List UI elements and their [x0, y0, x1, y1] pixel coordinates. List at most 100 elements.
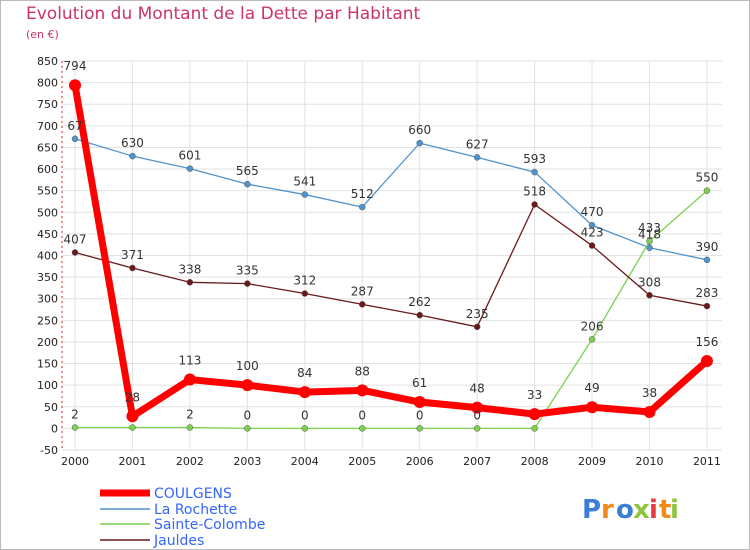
data-point — [473, 154, 481, 161]
logo-letter: x — [633, 495, 650, 525]
data-label: 470 — [581, 205, 604, 219]
data-label: 512 — [351, 187, 374, 201]
logo-letter: r — [601, 495, 614, 525]
x-tick-label: 2008 — [521, 455, 549, 468]
data-label: 0 — [244, 408, 252, 422]
series-line-sainte-colombe — [74, 190, 708, 430]
x-tick-label: 2002 — [176, 455, 204, 468]
data-label: 407 — [64, 232, 87, 246]
y-tick-label: 800 — [37, 77, 58, 90]
data-label: 287 — [351, 284, 374, 298]
x-tick-label: 2011 — [693, 455, 721, 468]
data-point — [473, 425, 481, 432]
data-label: 0 — [416, 408, 424, 422]
data-point — [703, 302, 711, 310]
data-point — [531, 425, 538, 432]
x-tick-label: 2006 — [406, 455, 434, 468]
data-point — [413, 396, 426, 409]
data-point — [126, 410, 139, 423]
grid — [62, 60, 722, 451]
y-tick-label: 750 — [37, 98, 58, 111]
data-point — [129, 424, 136, 431]
y-tick-label: 100 — [37, 379, 58, 392]
data-point — [531, 168, 538, 176]
data-label: 308 — [638, 275, 661, 289]
data-point — [359, 203, 366, 211]
series-lines — [69, 79, 713, 432]
data-label: 565 — [236, 164, 259, 178]
data-label: 156 — [695, 335, 718, 349]
y-tick-label: -50 — [40, 444, 58, 457]
data-point — [359, 301, 366, 308]
data-point — [71, 135, 79, 143]
x-tick-label: 2001 — [118, 455, 146, 468]
data-label: 61 — [412, 376, 427, 390]
y-tick-label: 350 — [37, 271, 58, 284]
data-point — [416, 311, 423, 319]
data-point — [646, 237, 653, 245]
data-label: 2 — [71, 408, 79, 422]
data-point — [241, 379, 254, 392]
y-tick-label: 850 — [37, 55, 58, 68]
data-point — [129, 264, 136, 272]
data-point — [301, 191, 309, 198]
data-point — [416, 139, 423, 147]
chart-title: Evolution du Montant de la Dette par Hab… — [26, 4, 421, 24]
data-point — [356, 384, 369, 397]
data-label: 423 — [581, 226, 604, 240]
y-tick-label: 550 — [37, 185, 58, 198]
data-label: 630 — [121, 136, 144, 150]
data-label: 338 — [178, 262, 201, 276]
data-label: 0 — [301, 408, 309, 422]
data-point — [244, 280, 251, 287]
logo-letter: i — [649, 495, 658, 525]
y-tick-label: 200 — [37, 336, 58, 349]
data-label: 312 — [293, 274, 316, 288]
data-point — [298, 386, 311, 399]
legend-label: Sainte-Colombe — [154, 517, 265, 533]
legend-label: Jauldes — [153, 533, 204, 549]
data-label: 601 — [178, 149, 201, 163]
legend-label: COULGENS — [154, 486, 232, 502]
data-label: 335 — [236, 264, 259, 278]
data-label: 48 — [470, 382, 485, 396]
data-point — [71, 424, 79, 431]
data-label: 235 — [466, 307, 489, 321]
data-label: 262 — [408, 295, 431, 309]
data-point — [700, 354, 713, 367]
y-tick-label: 700 — [37, 120, 58, 133]
data-point — [646, 244, 653, 251]
chart-subtitle: (en €) — [26, 28, 59, 41]
data-point — [186, 279, 194, 286]
logo-letter: i — [670, 495, 679, 525]
y-tick-label: 400 — [37, 250, 58, 263]
logo-letter: t — [659, 495, 671, 525]
data-label: 67 — [67, 119, 82, 133]
y-tick-label: 300 — [37, 293, 58, 306]
data-point — [471, 401, 484, 414]
x-tick-label: 2000 — [61, 455, 89, 468]
logo-letter: P — [582, 495, 601, 525]
x-tick-label: 2007 — [463, 455, 491, 468]
data-label: 38 — [642, 386, 657, 400]
series-line-la-rochette — [74, 138, 708, 261]
data-point — [473, 323, 481, 331]
y-tick-label: 50 — [44, 401, 58, 414]
data-point — [301, 425, 309, 432]
y-tick-label: 650 — [37, 141, 58, 154]
data-point — [244, 425, 251, 432]
data-label: 88 — [355, 364, 370, 378]
data-label: 371 — [121, 248, 144, 262]
logo-letter: o — [616, 495, 634, 525]
data-label: 660 — [408, 123, 431, 137]
data-label: 206 — [581, 319, 604, 333]
data-point — [588, 336, 596, 343]
data-point — [531, 201, 538, 208]
y-tick-label: 600 — [37, 163, 58, 176]
data-label: 49 — [584, 381, 599, 395]
data-point — [586, 401, 599, 414]
data-label: 113 — [178, 354, 201, 368]
legend-label: La Rochette — [154, 502, 237, 518]
